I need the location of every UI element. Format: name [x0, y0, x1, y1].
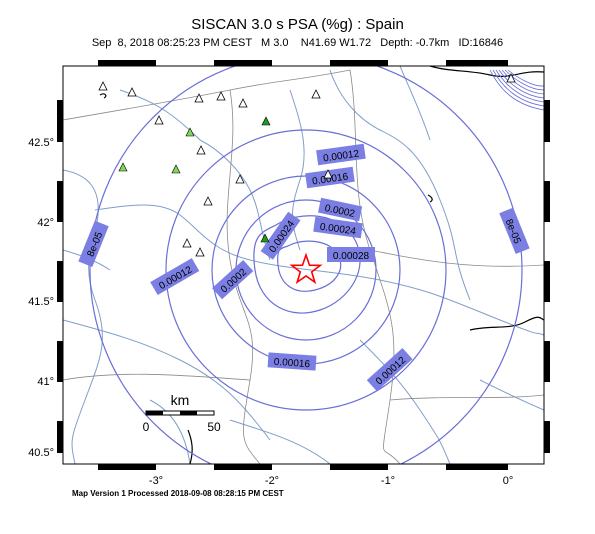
y-tick-label: 40.5° [28, 447, 54, 459]
y-tick-labels: 42.5° 42° 41.5° 41° 40.5° [28, 137, 54, 459]
station-triangle-icon [182, 238, 192, 248]
coastline [99, 66, 544, 464]
contour-label: 0.00012 [323, 148, 361, 164]
x-tick-labels: -3° -2° -1° 0° [149, 475, 513, 487]
station-triangle-icon [506, 73, 516, 83]
station-triangle-icon [323, 169, 333, 179]
contour-label: 0.00028 [333, 251, 370, 262]
x-tick-label: -2° [265, 475, 279, 487]
station-green-icon [171, 164, 181, 174]
station-green-icon [118, 162, 128, 172]
contour-label: 0.00016 [273, 357, 310, 371]
station-triangle-icon [98, 81, 108, 91]
contour-0.00028 [277, 240, 342, 292]
station-triangle-icon [235, 174, 245, 184]
y-tick-label: 42.5° [28, 137, 54, 149]
station-triangle-icon [194, 93, 204, 103]
scale-bar-start: 0 [143, 420, 150, 434]
station-dark-green-icon [261, 116, 271, 126]
contour-labels: 8e-05 8e-05 0.00012 0.00012 0.00012 0.00… [78, 143, 530, 392]
map-version-footer: Map Version 1 Processed 2018-09-08 08:28… [72, 489, 284, 498]
station-triangle-icon [196, 145, 206, 155]
event-info-line: Sep 8, 2018 08:25:23 PM CEST M 3.0 N41.6… [91, 37, 504, 49]
contour-8e-05 [89, 66, 523, 464]
station-dark-green-icon [260, 233, 270, 243]
stations [98, 73, 516, 257]
x-tick-label: -1° [381, 475, 395, 487]
station-triangle-icon [216, 91, 226, 101]
y-tick-label: 41.5° [28, 296, 54, 308]
y-tick-label: 42° [37, 217, 54, 229]
station-triangle-icon [238, 98, 248, 108]
station-triangle-icon [203, 196, 213, 206]
station-triangle-icon [311, 89, 321, 99]
ne-dense-contours [489, 69, 544, 111]
contour-label: 0.00024 [319, 222, 357, 238]
star-icon [289, 252, 323, 285]
frame-bar-ticks [57, 60, 550, 470]
x-tick-label: 0° [503, 475, 514, 487]
x-tick-label: -3° [149, 475, 163, 487]
contour-label: 0.00016 [312, 171, 350, 187]
station-green-icon [185, 127, 195, 137]
scale-bar: km 0 50 [143, 392, 221, 434]
station-triangle-icon [127, 87, 137, 97]
map-title: SISCAN 3.0 s PSA (%g) : Spain [191, 16, 404, 33]
station-triangle-icon [154, 115, 164, 125]
station-triangle-icon [195, 247, 205, 257]
y-tick-label: 41° [37, 376, 54, 388]
scale-bar-unit: km [171, 392, 190, 408]
contour-0.00012 [165, 129, 447, 411]
scale-bar-end: 50 [207, 420, 221, 434]
